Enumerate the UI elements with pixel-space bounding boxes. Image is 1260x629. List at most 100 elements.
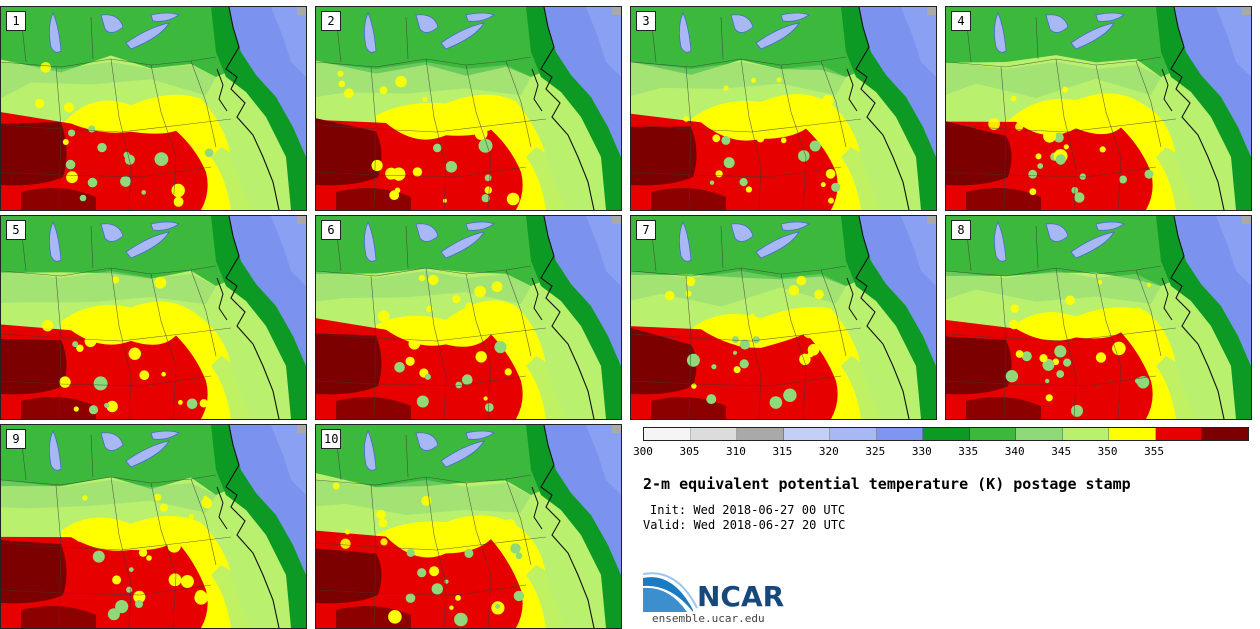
cold-corner bbox=[297, 425, 306, 433]
coastline bbox=[1170, 7, 1225, 210]
site-url[interactable]: ensemble.ucar.edu bbox=[652, 612, 765, 625]
coastline bbox=[1170, 216, 1225, 419]
lake-ontario bbox=[150, 221, 180, 231]
convective-cell bbox=[88, 125, 96, 133]
cold-corner bbox=[612, 216, 621, 224]
lake-huron bbox=[415, 223, 439, 242]
state-border bbox=[820, 269, 847, 357]
convective-cell bbox=[1005, 370, 1019, 383]
member-label: 1 bbox=[6, 11, 26, 31]
convective-cell bbox=[389, 190, 400, 201]
colorbar-tick: 305 bbox=[679, 445, 700, 458]
lake-ontario bbox=[150, 430, 180, 440]
state-border bbox=[405, 225, 409, 269]
lake-erie bbox=[1070, 22, 1115, 50]
lake-huron bbox=[730, 223, 754, 242]
panel-map-5 bbox=[1, 216, 306, 419]
contour-340 bbox=[946, 62, 1161, 98]
colorbar-tick: 325 bbox=[865, 445, 886, 458]
warm-patch bbox=[380, 538, 388, 546]
state-border bbox=[110, 476, 132, 628]
convective-cell bbox=[199, 546, 213, 559]
panel-map-6 bbox=[316, 216, 621, 419]
member-panel-5[interactable]: 5 bbox=[0, 215, 307, 420]
convective-cell bbox=[190, 339, 200, 349]
coastline bbox=[225, 7, 280, 210]
state-border bbox=[316, 474, 532, 486]
convective-cell bbox=[88, 405, 99, 415]
convective-cell bbox=[466, 127, 471, 133]
contour-340 bbox=[946, 271, 1161, 304]
state-border bbox=[55, 484, 62, 628]
chesapeake-bay bbox=[1161, 277, 1173, 321]
state-border bbox=[190, 478, 217, 566]
state-border bbox=[370, 484, 377, 628]
warm-patch bbox=[683, 116, 689, 122]
colorbar-tick: 310 bbox=[725, 445, 746, 458]
convective-cell bbox=[732, 350, 738, 355]
lake-michigan bbox=[364, 11, 377, 53]
warm-patch bbox=[788, 285, 800, 296]
warm-patch bbox=[822, 94, 834, 107]
warm-patch bbox=[1109, 100, 1114, 105]
state-border bbox=[740, 267, 762, 419]
warm-patch bbox=[154, 493, 162, 501]
convective-cell bbox=[494, 341, 507, 354]
member-panel-3[interactable]: 3 bbox=[630, 6, 937, 211]
member-panel-2[interactable]: 2 bbox=[315, 6, 622, 211]
state-border bbox=[1135, 269, 1162, 357]
cold-corner bbox=[612, 425, 621, 433]
convective-cell bbox=[478, 138, 493, 153]
convective-cell bbox=[92, 550, 105, 563]
convective-cell bbox=[506, 192, 520, 206]
cold-corner bbox=[612, 7, 621, 15]
convective-cell bbox=[141, 190, 146, 195]
convective-cell bbox=[739, 178, 748, 187]
warm-patch bbox=[685, 276, 696, 287]
colorbar-swatch bbox=[876, 428, 924, 440]
contour-max bbox=[631, 126, 697, 186]
member-panel-6[interactable]: 6 bbox=[315, 215, 622, 420]
warm-patch bbox=[188, 513, 194, 519]
convective-cell bbox=[1037, 163, 1044, 169]
state-border bbox=[1035, 225, 1039, 269]
convective-cell bbox=[484, 186, 492, 194]
member-panel-10[interactable]: 10 bbox=[315, 424, 622, 629]
state-border bbox=[90, 16, 94, 60]
state-border bbox=[316, 584, 527, 596]
state-border bbox=[631, 56, 847, 68]
member-panel-8[interactable]: 8 bbox=[945, 215, 1252, 420]
warm-patch bbox=[988, 118, 1000, 130]
colorbar-swatch bbox=[737, 428, 784, 440]
convective-cell bbox=[483, 396, 488, 401]
colorbar-swatch bbox=[969, 428, 1017, 440]
member-panel-4[interactable]: 4 bbox=[945, 6, 1252, 211]
member-panel-1[interactable]: 1 bbox=[0, 6, 307, 211]
colorbar-tick: 340 bbox=[1004, 445, 1025, 458]
valid-time: Valid: Wed 2018-06-27 20 UTC bbox=[643, 518, 846, 532]
member-panel-7[interactable]: 7 bbox=[630, 215, 937, 420]
panel-map-7 bbox=[631, 216, 936, 419]
contour-max bbox=[946, 336, 1012, 395]
cold-corner bbox=[927, 7, 936, 15]
state-border bbox=[780, 273, 807, 419]
convective-cell bbox=[504, 368, 512, 376]
convective-cell bbox=[1136, 376, 1150, 389]
convective-cell bbox=[495, 603, 501, 609]
member-panel-9[interactable]: 9 bbox=[0, 424, 307, 629]
coastline bbox=[540, 216, 595, 419]
convective-cell bbox=[484, 403, 494, 412]
cold-corner bbox=[297, 216, 306, 224]
convective-cell bbox=[195, 590, 207, 601]
warm-patch bbox=[1010, 95, 1017, 102]
warm-patch bbox=[465, 302, 474, 311]
lake-huron bbox=[100, 223, 124, 242]
lake-erie bbox=[440, 231, 485, 259]
convective-cell bbox=[711, 364, 717, 370]
convective-cell bbox=[68, 129, 76, 137]
warm-patch bbox=[1062, 86, 1069, 93]
convective-cell bbox=[138, 548, 148, 557]
warm-patch bbox=[75, 533, 84, 542]
convective-cell bbox=[706, 394, 717, 405]
chesapeake-bay bbox=[531, 486, 543, 530]
